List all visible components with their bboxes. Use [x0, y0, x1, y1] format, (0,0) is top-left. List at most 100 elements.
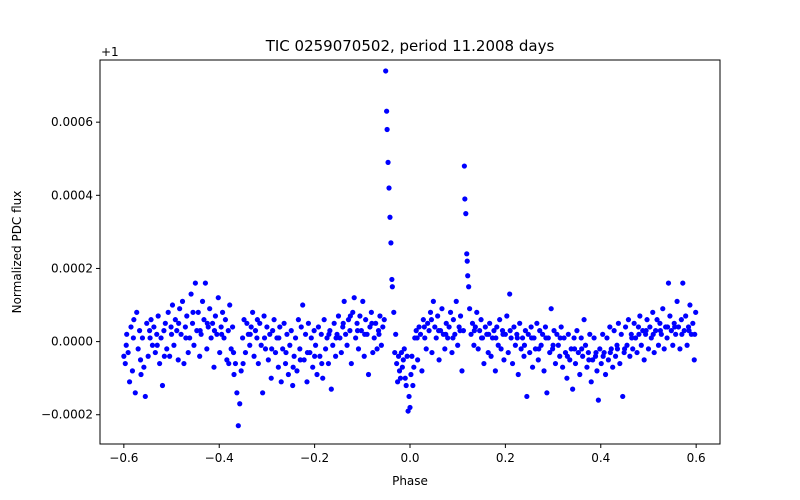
- data-point: [557, 353, 563, 359]
- data-point: [189, 320, 196, 326]
- data-point: [430, 298, 436, 304]
- data-point: [631, 320, 637, 326]
- data-point: [363, 317, 369, 323]
- data-point: [400, 357, 406, 363]
- data-point: [461, 163, 467, 169]
- data-point: [199, 298, 206, 304]
- data-point: [142, 393, 148, 400]
- data-point: [494, 324, 500, 330]
- data-point: [386, 185, 392, 191]
- data-point: [395, 379, 401, 385]
- data-point: [591, 335, 597, 341]
- data-point: [428, 317, 435, 323]
- data-point: [436, 328, 442, 334]
- data-point: [635, 324, 642, 330]
- data-point: [555, 342, 561, 348]
- data-point: [475, 346, 481, 352]
- data-point: [584, 364, 590, 370]
- data-point: [433, 335, 439, 341]
- data-point: [227, 302, 233, 308]
- data-point: [643, 328, 649, 334]
- data-point: [519, 335, 526, 341]
- x-tick-label: −0.6: [109, 451, 138, 465]
- data-point: [237, 401, 243, 407]
- data-point: [304, 379, 310, 385]
- data-point: [394, 360, 400, 367]
- data-point: [655, 342, 662, 348]
- data-point: [518, 346, 524, 352]
- data-point: [651, 349, 657, 356]
- data-point: [347, 313, 353, 319]
- data-point: [607, 324, 613, 330]
- data-point: [181, 360, 187, 367]
- data-point: [268, 375, 274, 381]
- data-point: [399, 364, 405, 370]
- data-point: [195, 309, 201, 315]
- data-point: [295, 317, 301, 323]
- data-point: [211, 328, 218, 334]
- data-point: [176, 320, 182, 326]
- data-point: [229, 324, 236, 330]
- data-point: [131, 317, 137, 323]
- data-point: [423, 346, 429, 352]
- data-point: [240, 335, 246, 341]
- data-point: [507, 291, 513, 297]
- data-point: [388, 240, 394, 246]
- data-point: [581, 317, 587, 323]
- data-point: [161, 353, 167, 359]
- data-point: [385, 159, 391, 165]
- data-point: [182, 324, 188, 330]
- x-tick-label: 0.2: [496, 451, 515, 465]
- data-point: [459, 368, 465, 374]
- data-point: [420, 317, 426, 323]
- data-point: [215, 295, 221, 301]
- data-point: [665, 280, 672, 286]
- data-point: [443, 331, 449, 337]
- data-point: [284, 331, 290, 337]
- data-point: [325, 360, 332, 367]
- data-point: [515, 371, 521, 378]
- data-point: [582, 342, 589, 348]
- data-point: [446, 324, 452, 330]
- data-point: [312, 342, 319, 348]
- data-point: [670, 342, 676, 348]
- data-point: [429, 349, 435, 356]
- data-point: [528, 324, 534, 330]
- data-point: [579, 346, 585, 352]
- data-point: [604, 335, 610, 341]
- data-point: [264, 324, 270, 330]
- data-point: [147, 328, 153, 334]
- data-point: [129, 368, 136, 374]
- data-point: [677, 346, 683, 352]
- data-point: [175, 357, 181, 363]
- data-point: [283, 349, 289, 356]
- data-point: [288, 328, 294, 334]
- data-point: [136, 328, 143, 334]
- data-point: [304, 349, 311, 356]
- data-point: [300, 302, 306, 308]
- data-point: [620, 393, 626, 400]
- data-point: [302, 331, 309, 337]
- data-point: [261, 313, 267, 319]
- data-point: [514, 335, 520, 341]
- data-point: [449, 349, 455, 356]
- data-point: [425, 320, 431, 326]
- data-point: [535, 357, 541, 363]
- data-point: [521, 353, 527, 359]
- data-point: [125, 349, 131, 356]
- data-point: [404, 353, 410, 359]
- data-point: [411, 364, 417, 370]
- data-point: [593, 349, 599, 356]
- data-point: [178, 331, 184, 337]
- data-point: [622, 346, 628, 352]
- data-point: [541, 368, 547, 374]
- data-point: [504, 313, 510, 319]
- data-point: [135, 346, 141, 352]
- data-point: [361, 353, 367, 359]
- data-point: [406, 393, 412, 400]
- data-point: [539, 331, 546, 337]
- data-point: [571, 335, 577, 341]
- data-point: [558, 324, 564, 330]
- data-point: [154, 331, 160, 337]
